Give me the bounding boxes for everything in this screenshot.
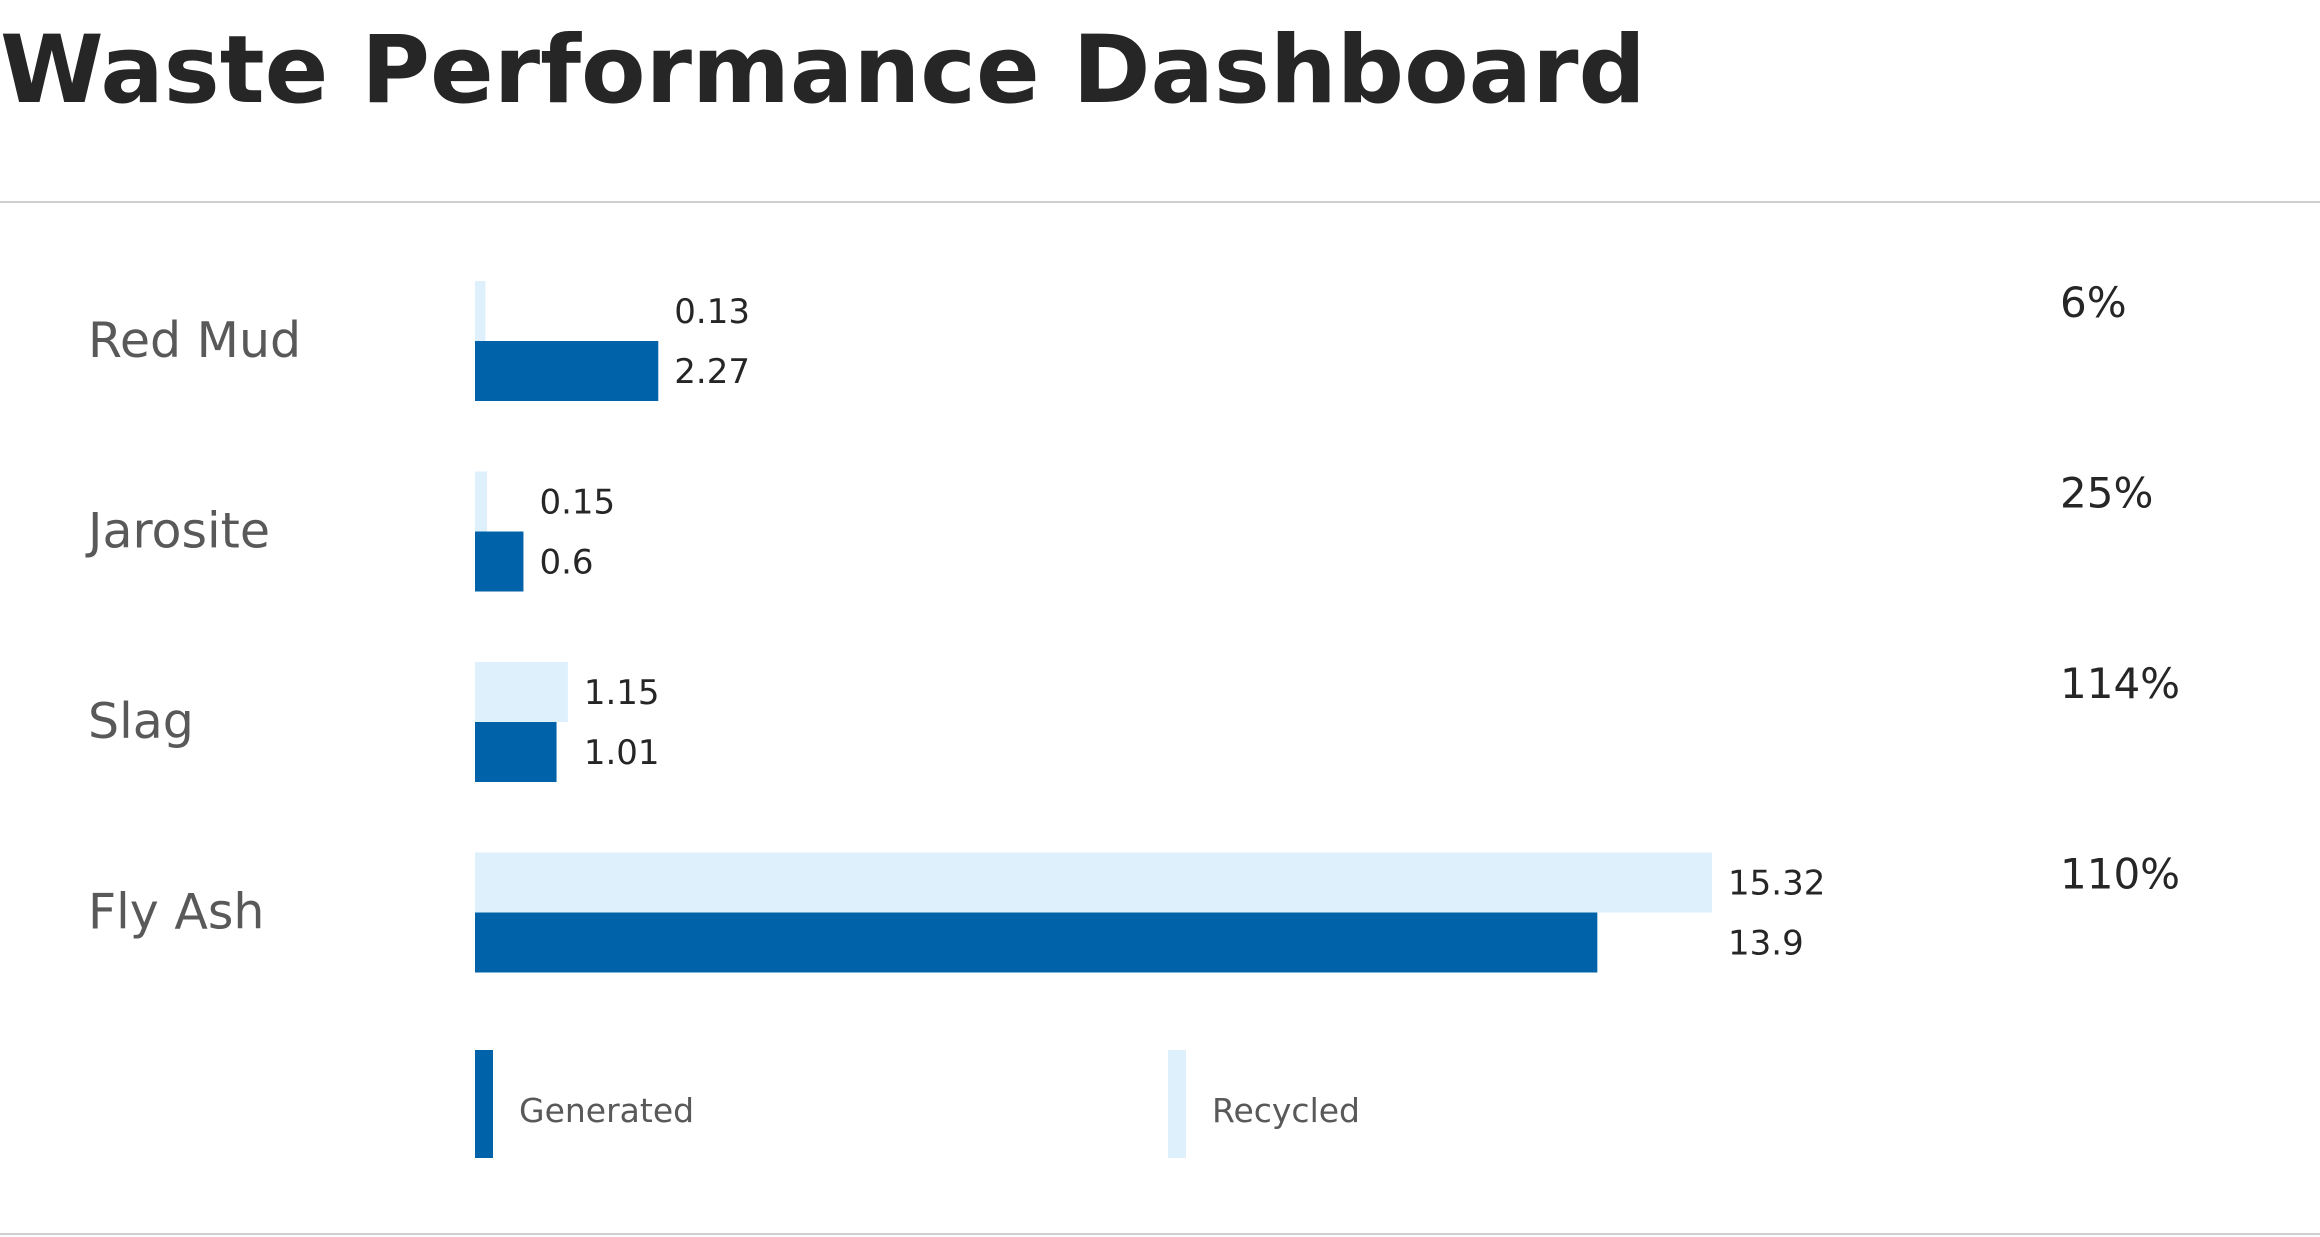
category-label: Fly Ash	[88, 884, 264, 941]
category-label: Red Mud	[88, 312, 301, 369]
recycling-percentage-label: 114%	[2060, 659, 2180, 708]
chart-rows: Red Mud 0.13 2.27 6% Jarosite 0.15 0.6 25% Slag 1…	[85, 278, 2180, 973]
generated-value-label: 0.6	[539, 543, 593, 583]
category-group: Jarosite 0.15 0.6 25%	[85, 469, 2153, 592]
generated-value-label: 13.9	[1728, 924, 1804, 964]
category-label: Slag	[88, 693, 194, 750]
recycled-value-label: 0.13	[674, 292, 750, 332]
legend-recycled-swatch	[1168, 1050, 1186, 1158]
recycled-bar	[475, 852, 1712, 913]
recycled-bar	[475, 471, 488, 532]
recycling-percentage-label: 6%	[2060, 278, 2127, 327]
header-divider	[0, 201, 2320, 203]
category-group: Red Mud 0.13 2.27 6%	[88, 278, 2127, 401]
page-title: Waste Performance Dashboard	[0, 16, 1646, 125]
recycled-value-label: 0.15	[539, 483, 615, 523]
recycled-bar	[475, 662, 568, 722]
recycled-value-label: 15.32	[1728, 864, 1825, 904]
recycled-value-label: 1.15	[584, 673, 660, 713]
generated-bar	[475, 341, 659, 401]
generated-value-label: 1.01	[584, 733, 660, 773]
chart-legend: Generated Recycled	[475, 1050, 1360, 1158]
footer-divider	[0, 1233, 2320, 1235]
generated-value-label: 2.27	[674, 352, 750, 392]
generated-bar	[475, 531, 524, 592]
recycling-percentage-label: 110%	[2060, 850, 2180, 899]
generated-bar	[475, 912, 1598, 973]
recycling-percentage-label: 25%	[2060, 469, 2153, 518]
legend-generated-swatch	[475, 1050, 493, 1158]
recycled-bar	[475, 281, 486, 341]
legend-recycled-label: Recycled	[1212, 1091, 1360, 1130]
generated-bar	[475, 722, 557, 782]
category-group: Fly Ash 15.32 13.9 110%	[88, 850, 2180, 973]
category-label: Jarosite	[85, 503, 270, 560]
category-group: Slag 1.15 1.01 114%	[88, 659, 2180, 782]
legend-generated-label: Generated	[519, 1091, 694, 1130]
